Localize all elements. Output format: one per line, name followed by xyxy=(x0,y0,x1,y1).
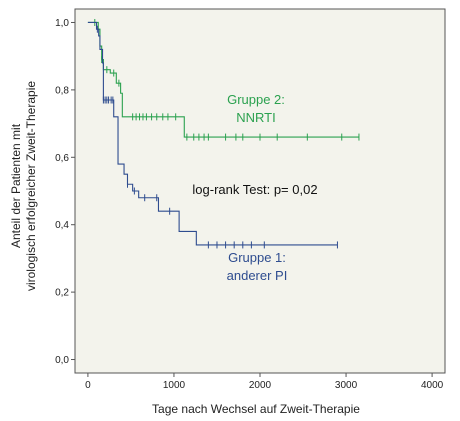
annotation-logrank: log-rank Test: p= 0,02 xyxy=(192,182,317,197)
axes: 0 1000 2000 3000 4000 0,0 0,2 0,4 0,6 0,8 1,0 xyxy=(55,18,444,391)
survival-curve-line xyxy=(87,21,338,246)
y-axis-title-line1: Anteil der Patienten mit xyxy=(9,123,23,248)
annotation-group1-line2: anderer PI xyxy=(227,268,288,283)
series-2 xyxy=(87,21,338,249)
x-tick-label: 2000 xyxy=(249,380,272,391)
y-tick-label: 0,6 xyxy=(55,153,69,164)
annotation-group2-line1: Gruppe 2: xyxy=(227,92,285,107)
x-axis-title: Tage nach Wechsel auf Zweit-Therapie xyxy=(152,402,360,416)
annotation-group2-line2: NNRTI xyxy=(236,110,275,125)
x-tick-label: 0 xyxy=(85,380,91,391)
y-axis-title-line2: virologisch erfolgreicher Zweit-Therapie xyxy=(24,81,38,291)
x-tick-label: 3000 xyxy=(335,380,358,391)
y-tick-label: 1,0 xyxy=(55,18,69,29)
x-tick-label: 1000 xyxy=(163,380,186,391)
series-layer xyxy=(87,18,360,249)
y-tick-label: 0,8 xyxy=(55,85,69,96)
annotation-group1-line1: Gruppe 1: xyxy=(228,250,286,265)
y-tick-label: 0,2 xyxy=(55,288,69,299)
y-tick-label: 0,0 xyxy=(55,355,69,366)
y-tick-label: 0,4 xyxy=(55,220,69,231)
x-tick-label: 4000 xyxy=(421,380,444,391)
series-1 xyxy=(87,18,360,141)
